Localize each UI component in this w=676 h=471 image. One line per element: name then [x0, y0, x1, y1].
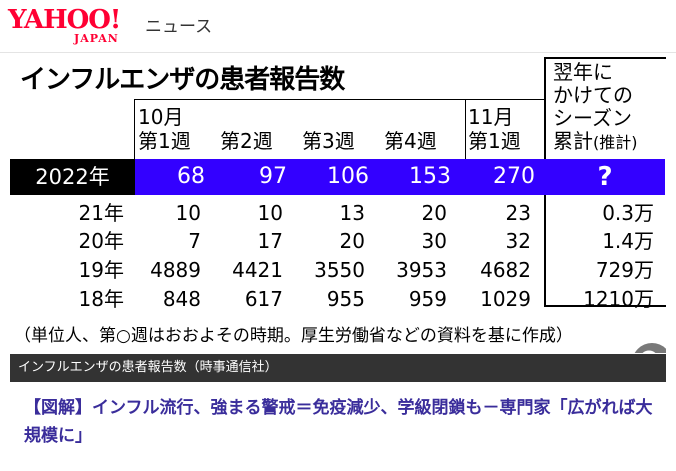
figure-note: （単位人、第○週はおおよその時期。厚生労働省などの資料を基に作成） [14, 326, 573, 346]
column-week: 第4週 [384, 129, 437, 153]
infographic-figure[interactable]: インフルエンザの患者報告数 10月 第1週 第2週 第3週 第4週 11月 第1… [10, 53, 666, 353]
row-label: 18年 [78, 287, 124, 311]
section-title[interactable]: ニュース [145, 17, 213, 37]
column-week: 第1週 [468, 129, 521, 153]
column-month: 10月 [138, 105, 184, 129]
yahoo-japan-logo[interactable]: YAHOO! JAPAN [8, 6, 148, 48]
logo-main-text: YAHOO! [8, 5, 121, 35]
row-label: 2022年 [10, 159, 135, 195]
cumulative-header-last: 累計 [553, 129, 593, 153]
logo-sub-text: JAPAN [74, 32, 119, 45]
cumulative-header-note: (推計) [593, 133, 638, 152]
cell: 848 [162, 287, 201, 311]
cell: 10 [257, 201, 283, 225]
cell: 17 [257, 229, 283, 253]
cell: 13 [339, 201, 365, 225]
cell: 20 [421, 201, 447, 225]
column-header-5: 11月 第1週 [468, 105, 521, 153]
column-week: 第3週 [302, 129, 355, 153]
cell: 4889 [150, 258, 201, 282]
cell: 106 [327, 164, 369, 189]
column-header-2: 第2週 [220, 129, 273, 153]
cumulative-header-line: 翌年に [553, 60, 613, 84]
column-week: 第1週 [138, 129, 191, 153]
cell: 270 [493, 164, 535, 189]
zoom-button[interactable] [632, 343, 666, 353]
cell: 153 [409, 164, 451, 189]
cell: 32 [505, 229, 531, 253]
cell: 3953 [396, 258, 447, 282]
column-header-3: 第3週 [302, 129, 355, 153]
cell: 959 [408, 287, 447, 311]
cell-cumulative: ? [597, 162, 613, 192]
cell: 4682 [480, 258, 531, 282]
cell: 20 [339, 229, 365, 253]
cell: 617 [244, 287, 283, 311]
cell: 97 [259, 164, 287, 189]
column-week: 第2週 [220, 129, 273, 153]
site-header: YAHOO! JAPAN ニュース [0, 0, 676, 53]
cell-cumulative: 1.4万 [602, 229, 654, 253]
row-label: 19年 [78, 258, 124, 282]
column-header-4: 第4週 [384, 129, 437, 153]
row-label: 21年 [78, 201, 124, 225]
cumulative-header-line: かけての [553, 83, 633, 107]
table-row-2022: 2022年 68 97 106 153 270 ? [10, 159, 666, 195]
cell: 7 [188, 229, 201, 253]
divider [135, 99, 545, 100]
magnifier-icon [642, 350, 656, 353]
row-label: 20年 [78, 229, 124, 253]
divider [134, 99, 135, 159]
cell-cumulative: 0.3万 [602, 201, 654, 225]
cell: 1029 [480, 287, 531, 311]
cell: 68 [177, 164, 205, 189]
cell-cumulative: 729万 [595, 258, 654, 282]
cell: 23 [505, 201, 531, 225]
column-month: 11月 [468, 105, 514, 129]
cell: 10 [175, 201, 201, 225]
divider [465, 99, 466, 159]
cumulative-header: 翌年に かけての シーズン 累計(推計) [553, 61, 663, 154]
cell: 955 [326, 287, 365, 311]
highlight-bar [135, 159, 665, 195]
column-header-1: 10月 第1週 [138, 105, 191, 153]
cell: 30 [421, 229, 447, 253]
caption-text: インフルエンザの患者報告数（時事通信社） [18, 360, 278, 375]
cell: 3550 [314, 258, 365, 282]
cumulative-header-line: シーズン [553, 106, 632, 130]
cumulative-header-line: 累計(推計) [553, 130, 663, 154]
cell-cumulative: 1210万 [583, 287, 654, 311]
figure-title: インフルエンザの患者報告数 [20, 65, 345, 95]
cell: 4421 [232, 258, 283, 282]
article-headline-link[interactable]: 【図解】インフル流行、強まる警戒＝免疫減少、学級閉鎖も－専門家「広がれば大規模に… [24, 398, 653, 446]
image-caption: インフルエンザの患者報告数（時事通信社） [10, 354, 666, 382]
